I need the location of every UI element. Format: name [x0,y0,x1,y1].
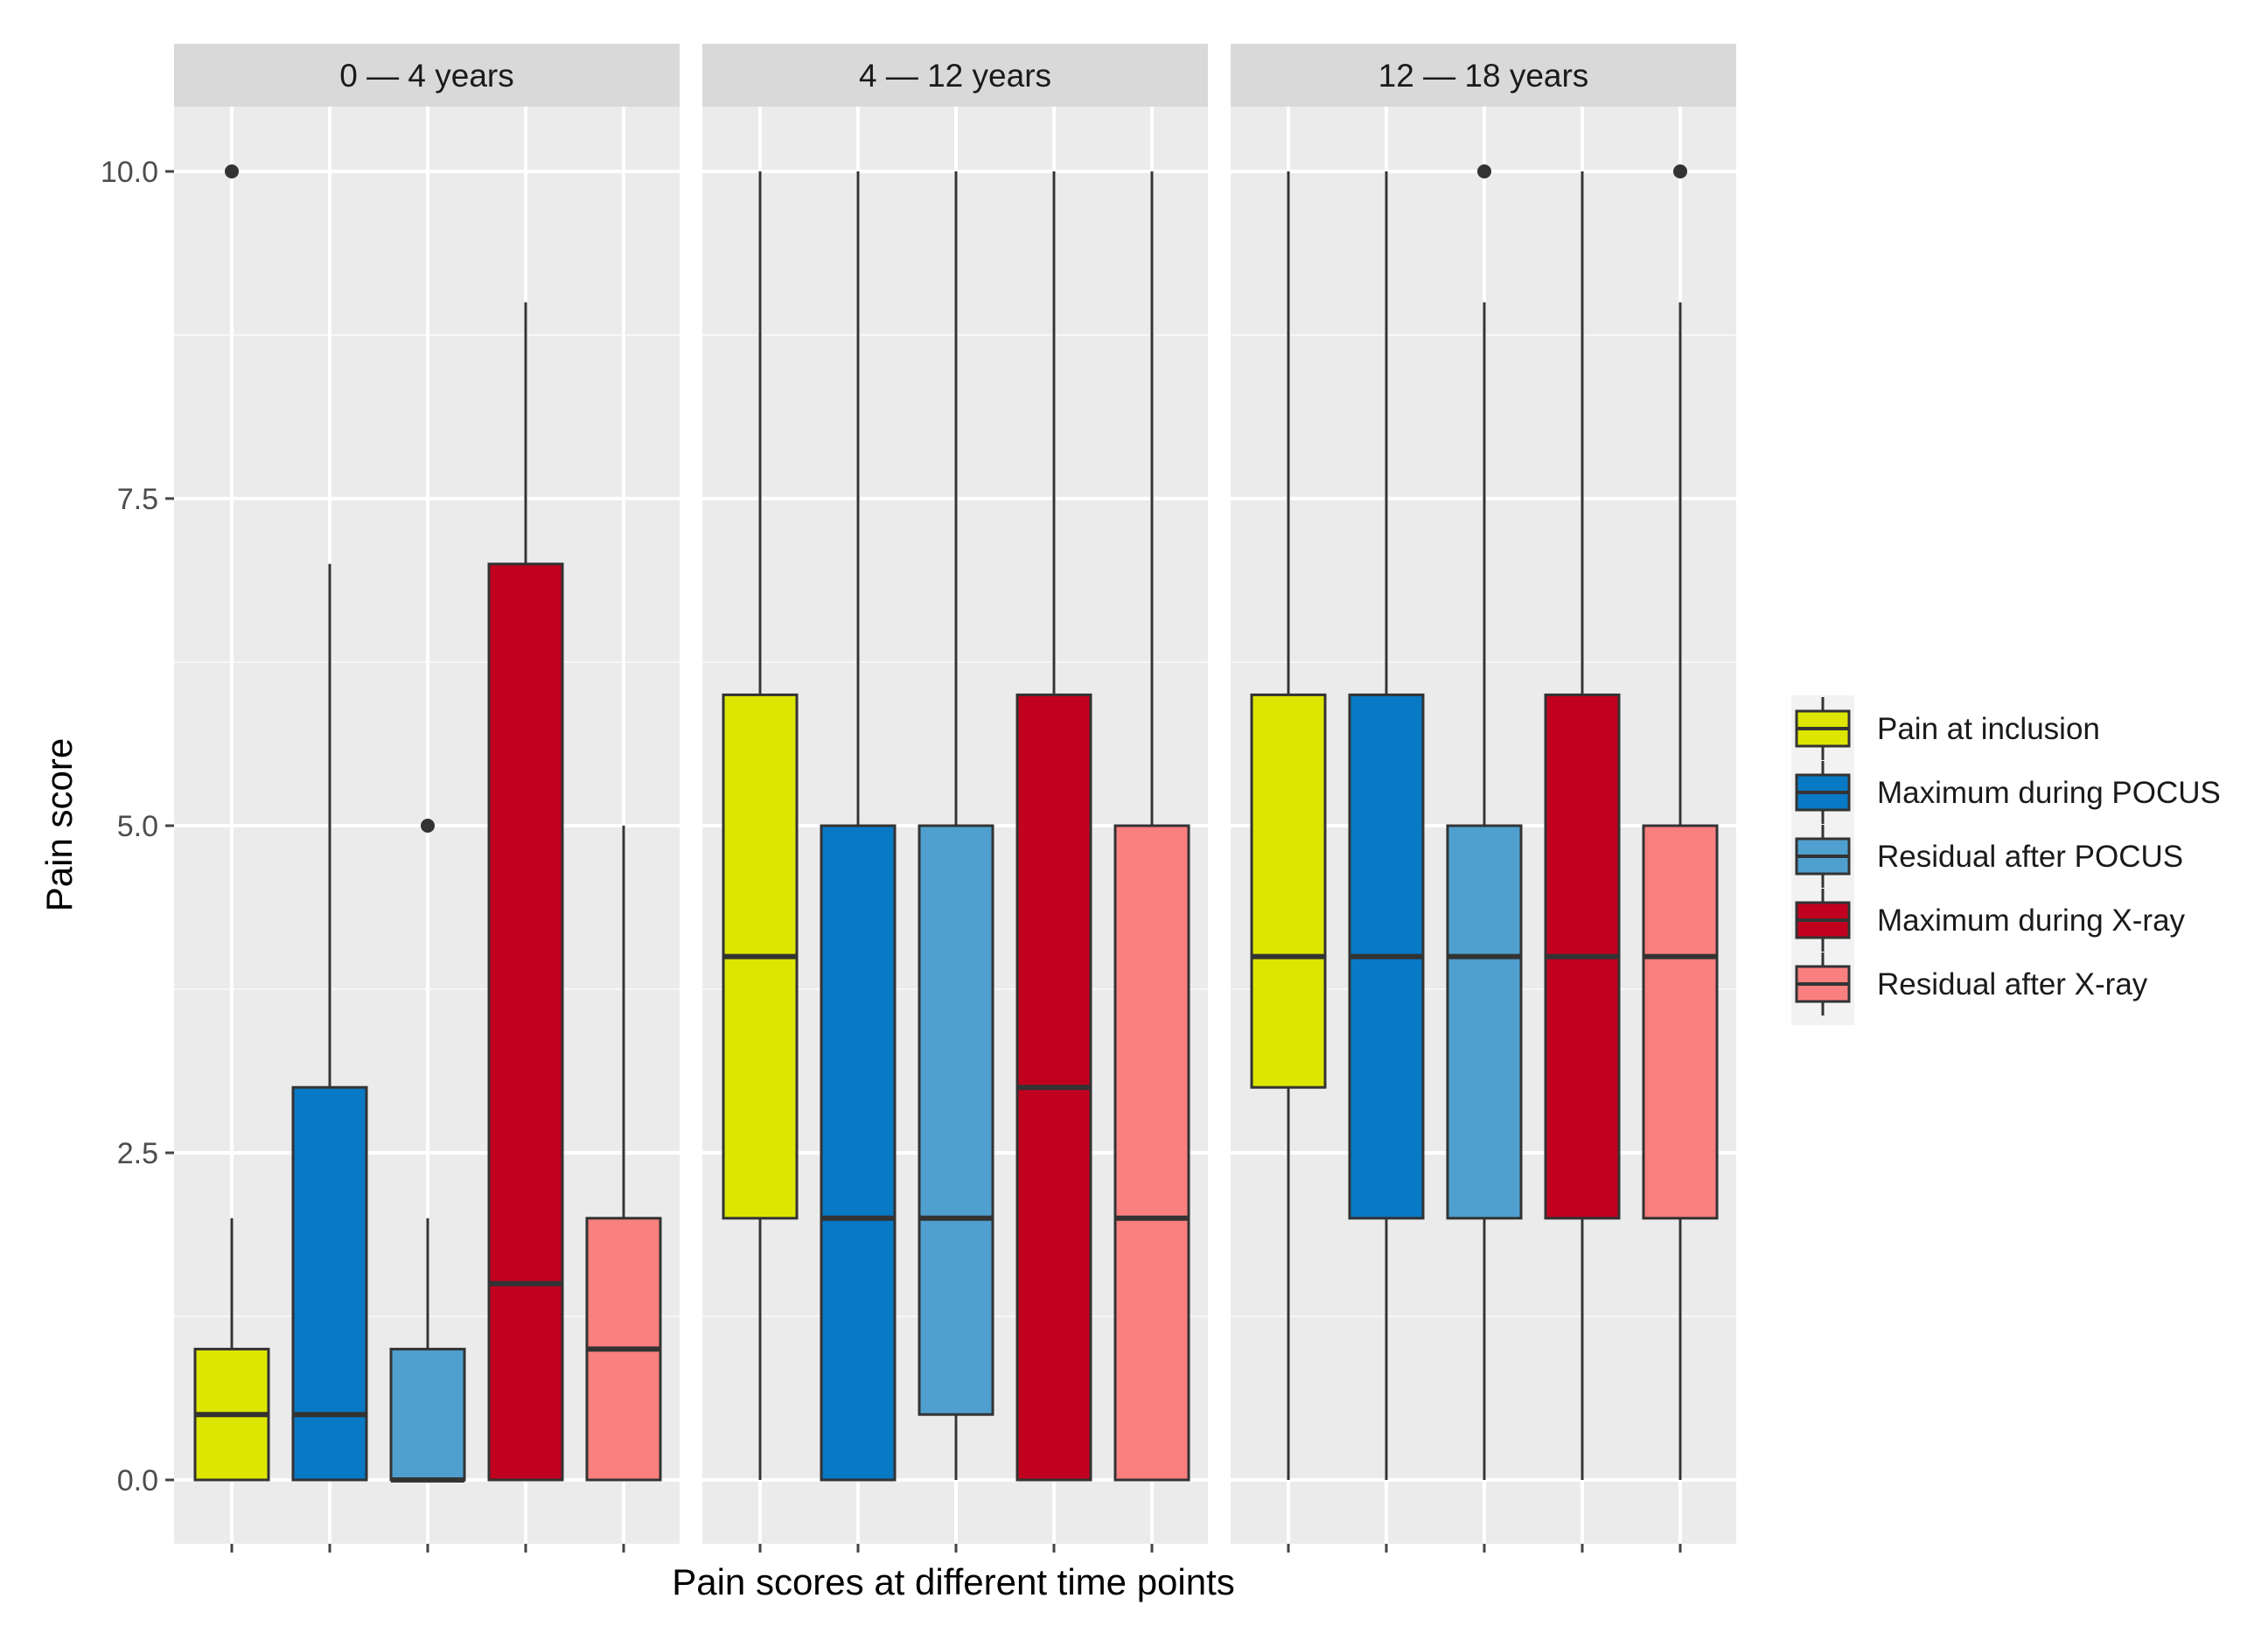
facet-strip [1231,44,1736,107]
box-body [820,824,897,1482]
boxplot-box [820,171,897,1482]
facet-strip [702,44,1208,107]
y-tick-label: 0.0 [117,1464,158,1497]
legend-item: Residual after X-ray [1795,953,2148,1015]
boxplot-box [1642,164,1719,1480]
legend-label: Pain at inclusion [1877,712,2100,746]
outlier-point [421,819,435,833]
y-tick-label: 10.0 [101,156,158,189]
box-body [1642,824,1719,1220]
box-body [1446,824,1523,1220]
y-tick-label: 5.0 [117,810,158,843]
outlier-point [1477,164,1491,178]
outlier-point [1673,164,1687,178]
x-axis-title: Pain scores at different time points [672,1561,1235,1602]
facet-panel: 0 — 4 years [174,44,680,1553]
legend-label: Maximum during X-ray [1877,904,2186,938]
box-body [1113,824,1190,1482]
boxplot-box [389,819,466,1483]
boxplot-box [722,171,799,1480]
legend-label: Maximum during POCUS [1877,776,2221,810]
y-axis: 0.0 2.5 5.0 7.5 10.0 [101,156,174,1497]
outlier-point [225,164,239,178]
box-body [389,1347,466,1482]
facet-strip [174,44,680,107]
boxplot-box [1250,171,1327,1480]
legend-item: Residual after POCUS [1795,825,2183,888]
legend-item: Pain at inclusion [1795,697,2100,760]
y-tick-label: 2.5 [117,1137,158,1170]
box-body [1250,693,1327,1089]
y-axis-title: Pain score [38,738,80,911]
facet-label: 0 — 4 years [339,58,513,94]
legend-item: Maximum during POCUS [1795,761,2221,824]
legend-label: Residual after POCUS [1877,840,2183,874]
box-body [291,1085,368,1482]
boxplot-box [1544,171,1621,1480]
box-body [487,562,564,1482]
facet-panel: 4 — 12 years [702,44,1208,1553]
facet-label: 12 — 18 years [1378,58,1589,94]
panels: 0 — 4 years 4 — 12 years 12 — 18 years [174,44,1736,1553]
facet-panel: 12 — 18 years [1231,44,1736,1553]
legend-label: Residual after X-ray [1877,967,2148,1001]
boxplot-box [918,171,994,1480]
boxplot-box [1113,171,1190,1482]
legend-item: Maximum during X-ray [1795,889,2186,952]
boxplot-box [291,563,368,1482]
boxplot-box [487,302,564,1482]
legend: Pain at inclusion Maximum during POCUS Res… [1791,695,2221,1025]
y-tick-label: 7.5 [117,483,158,516]
boxplot-box [1348,171,1425,1480]
box-body [918,824,994,1416]
boxplot-box [193,164,270,1482]
boxplot-box [1015,171,1092,1482]
facet-label: 4 — 12 years [859,58,1051,94]
boxplot-box [1446,164,1523,1480]
boxplot-box [585,826,662,1482]
